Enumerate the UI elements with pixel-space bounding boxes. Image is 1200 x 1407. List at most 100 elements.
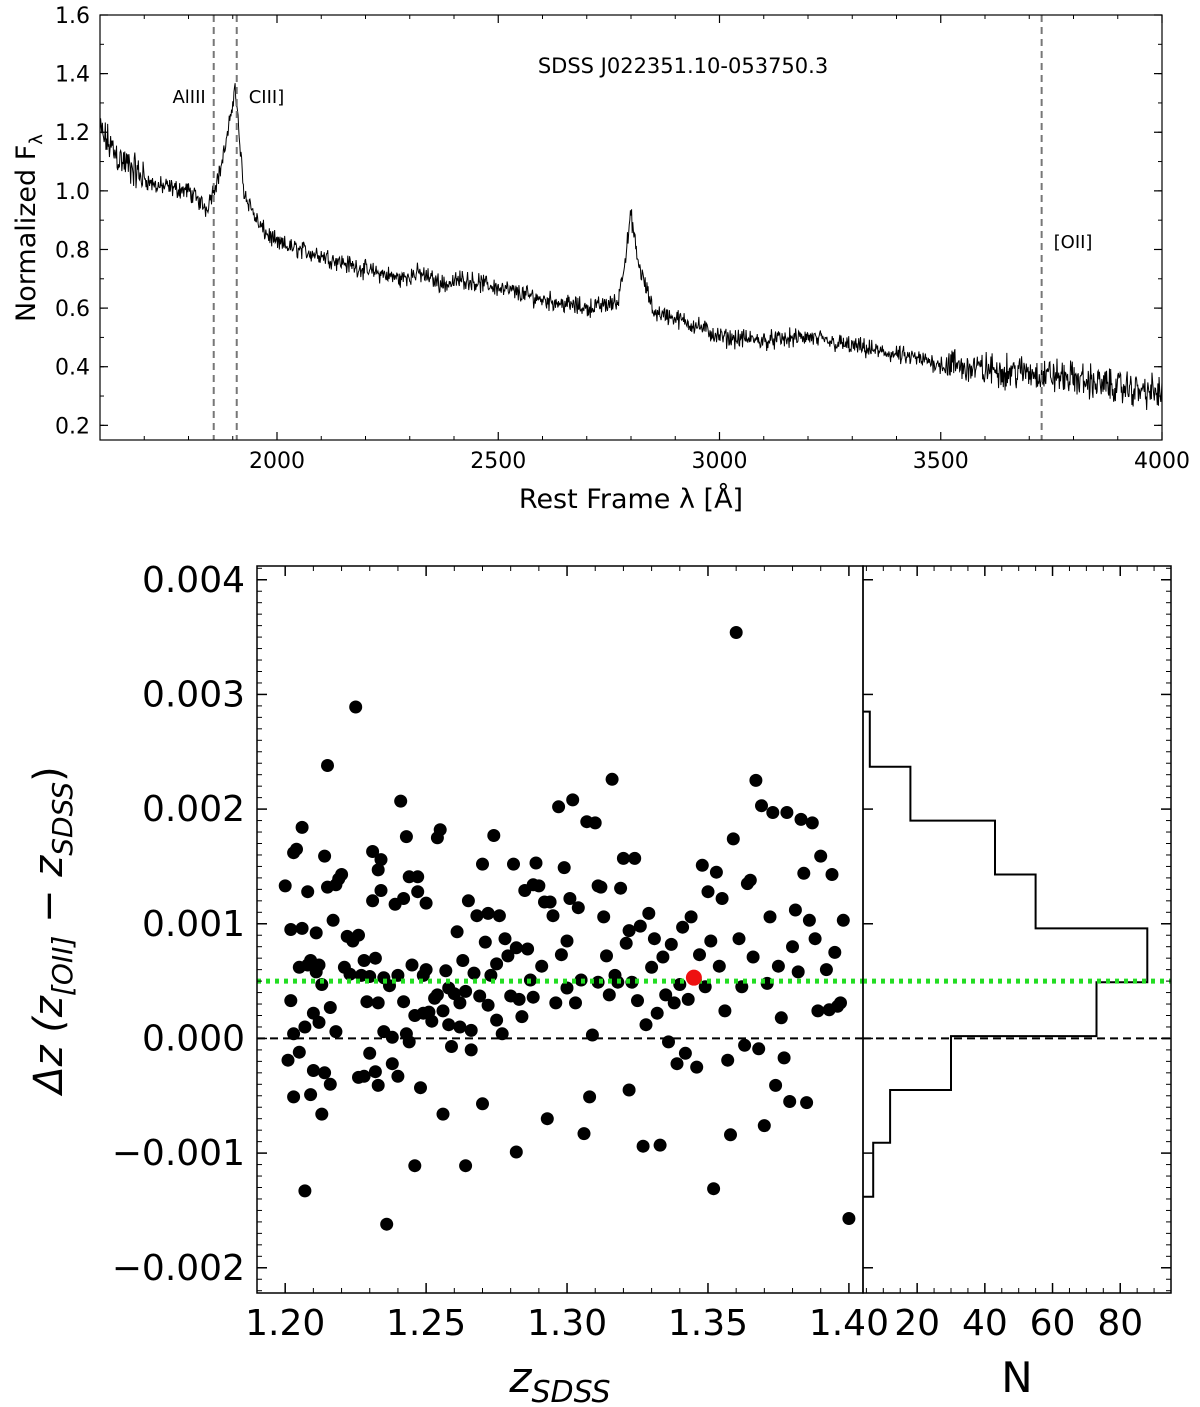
scatter-point [670,1057,684,1071]
spectrum-x-tick-label: 4000 [1134,449,1190,474]
scatter-point [800,1096,814,1110]
scatter-point [684,910,698,924]
scatter-point [380,1217,394,1231]
scatter-point [453,1020,467,1034]
scatter-point [690,1060,704,1074]
histogram-bin [863,1036,951,1090]
scatter-point [577,1127,591,1141]
scatter-point [473,989,487,1003]
scatter-point [450,925,464,939]
histogram-bin [863,875,1036,929]
scatter-point [318,849,332,863]
scatter-point [312,1015,326,1029]
scatter-point [554,948,568,962]
scatter-point [614,881,628,895]
scatter-point [628,851,642,865]
scatter-x-tick-label: 1.25 [386,1303,466,1344]
scatter-x-axis-label: zSDSS [508,1353,610,1407]
scatter-point [335,868,349,881]
spectrum-x-tick-label: 3500 [913,449,969,474]
scatter-point [766,806,780,819]
histogram-bin [863,1090,890,1143]
scatter-point [695,858,709,872]
scatter-point [476,1097,489,1111]
scatter-point [492,909,506,923]
spectrum-y-axis-label-sub: λ [26,134,47,145]
scatter-point [306,1064,320,1077]
scatter-point [304,1088,318,1102]
spectrum-y-tick-label: 0.8 [55,238,90,263]
spectrum-x-tick-label: 3000 [692,449,748,474]
scatter-point [588,816,602,830]
spectrum-y-axis-label-main: Normalized F [11,145,42,322]
spectrum-plot-area: AlIII CIII] [OII] 2000 2500 3000 3500 4000 0.2 0.… [55,4,1190,474]
scatter-point [509,941,523,955]
scatter-point [476,857,489,871]
scatter-point [797,866,811,880]
scatter-point [461,894,475,908]
scatter-point [399,830,413,844]
scatter-point [357,954,371,967]
histogram-bin [863,982,1097,1036]
scatter-point [284,994,298,1008]
scatter-point [464,1023,478,1037]
scatter-point [535,959,549,973]
scatter-point [349,700,363,714]
scatter-point [329,1025,343,1039]
scatter-point [834,996,847,1010]
scatter-point [368,1065,382,1079]
scatter-point [802,913,816,927]
scatter-y-axis-label: Δz (z[OII] − zSDSS) [26,766,79,1097]
scatter-point [478,935,492,949]
scatter-point [352,928,365,942]
scatter-point [633,919,647,933]
spectrum-x-axis-label: Rest Frame λ [Å] [519,483,743,515]
scatter-point [278,879,292,893]
scatter-point [755,799,768,813]
scatter-point [659,988,673,1002]
scatter-point [743,873,757,887]
scatter-point [287,1090,301,1104]
scatter-point [484,968,498,982]
scatter-point [464,1043,478,1057]
scatter-y-tick-label: −0.002 [112,1248,245,1289]
scatter-point [794,812,808,826]
scatter-point [786,940,799,954]
scatter-plot-area: 1.20 1.25 1.30 1.35 1.40 −0.002 −0.001 0.000 0.0… [112,560,889,1344]
scatter-point [557,861,571,875]
histogram-steps [863,710,1149,1198]
scatter-y-axis-label-mid: − z [26,855,72,936]
scatter-point [540,1112,554,1126]
scatter-point [402,1035,416,1049]
scatter-point [583,1090,597,1104]
scatter-point [777,1051,791,1065]
scatter-y-axis-label-sub2: SDSS [46,782,79,856]
scatter-point [842,1212,856,1225]
histogram-bin [863,712,870,767]
scatter-point [771,959,785,973]
scatter-y-axis-label-sub1: [OII] [46,936,79,996]
scatter-point [498,932,512,946]
scatter-point [656,950,670,964]
scatter-x-tick-label: 1.35 [668,1303,748,1344]
scatter-point [290,842,303,856]
scatter-point [552,800,566,814]
scatter-point [467,966,481,980]
scatter-point [757,1119,771,1133]
scatter-point [481,906,495,920]
scatter-point [752,1042,766,1056]
scatter-point [430,988,444,1002]
histogram-x-axis-label: N [1001,1353,1032,1402]
scatter-point [298,1184,312,1198]
scatter-point [560,934,574,948]
scatter-point [605,772,619,786]
scatter-point [315,978,329,991]
scatter-point [647,932,661,946]
scatter-point [487,829,501,842]
scatter-point [701,885,715,899]
scatter-point [411,885,425,899]
scatter-point [371,996,385,1010]
scatter-point [385,1030,399,1044]
scatter-point [709,865,723,879]
scatter-point [681,992,695,1006]
